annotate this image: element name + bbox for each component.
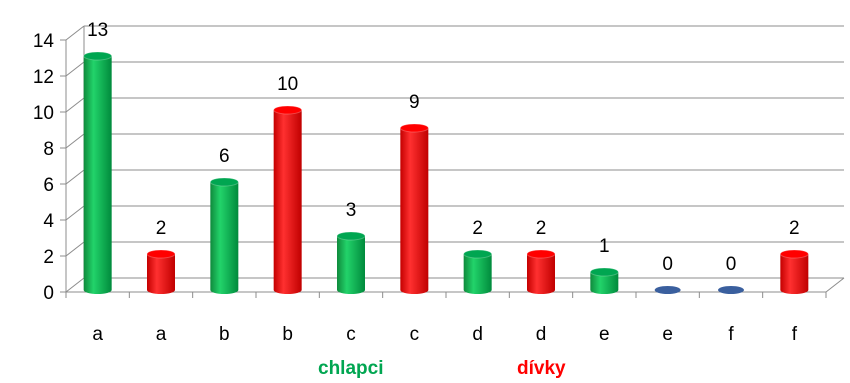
data-label: 2: [536, 218, 547, 239]
legend-divky: dívky: [517, 358, 566, 380]
bar-chlapci-f: [718, 286, 744, 294]
bar-body: [590, 272, 619, 294]
bar-top: [83, 51, 113, 61]
y-tick-labels: 0 2 4 6 8 10 12 14: [33, 31, 55, 304]
bar-body: [273, 110, 302, 294]
x-tick-label: a: [156, 324, 167, 345]
x-tick-label: c: [410, 324, 420, 345]
bar-body: [780, 254, 809, 294]
bar-chlapci-a: [83, 51, 113, 294]
bar-chlapci-b: [209, 177, 239, 294]
x-tick-label: a: [92, 324, 103, 345]
x-tick-label: b: [219, 324, 230, 345]
y-tick-label: 10: [33, 103, 54, 124]
data-label: 13: [87, 20, 108, 41]
x-tick-label: e: [662, 324, 673, 345]
legend-label-chlapci: chlapci: [318, 358, 384, 379]
bar-chlapci-e: [589, 267, 619, 294]
bar-top: [463, 249, 493, 259]
x-tick-label: e: [599, 324, 610, 345]
data-label: 6: [219, 146, 230, 167]
gridline-depth: [65, 61, 85, 77]
data-label: 2: [156, 218, 167, 239]
y-tick-label: 12: [33, 67, 54, 88]
bar-body: [147, 254, 175, 294]
bar-body: [337, 236, 365, 294]
y-tick-label: 0: [43, 283, 54, 304]
bar-dívky-a: [146, 249, 176, 294]
data-label: 2: [789, 218, 800, 239]
bar-dívky-c: [399, 123, 429, 294]
legend-chlapci: chlapci: [318, 358, 383, 380]
y-tick-label: 14: [33, 31, 55, 52]
bar-dívky-b: [273, 105, 303, 294]
data-label: 1: [599, 236, 610, 257]
bar-dívky-d: [526, 249, 556, 294]
gridline-depth: [65, 169, 85, 185]
x-tick-label: d: [472, 324, 483, 345]
data-label: 2: [472, 218, 483, 239]
data-label: 0: [662, 254, 673, 275]
gridline-depth: [65, 25, 85, 41]
data-label: 10: [277, 74, 298, 95]
y-tick-label: 4: [43, 211, 54, 232]
bar-body: [463, 254, 492, 294]
bar-dívky-f: [779, 249, 809, 294]
gridline-depth: [65, 133, 85, 149]
y-tick-label: 2: [43, 247, 54, 268]
x-tick-label: b: [282, 324, 293, 345]
bar-body: [527, 254, 555, 294]
gridline-depth: [65, 277, 85, 293]
gridline-depth: [65, 97, 85, 113]
bar-top: [273, 105, 303, 115]
bar-top: [146, 249, 176, 259]
gridlines: [65, 25, 844, 293]
x-tick-label: f: [728, 324, 734, 345]
bar-top: [526, 249, 556, 259]
bars: [83, 51, 809, 294]
bar-top: [779, 249, 809, 259]
y-tick-label: 6: [43, 175, 54, 196]
bar-body: [400, 128, 429, 294]
bar-dívky-e: [654, 286, 681, 294]
bar-top: [589, 267, 619, 277]
bar-chlapci-c: [336, 231, 366, 294]
legend-label-divky: dívky: [517, 358, 566, 379]
floor-edge: [825, 277, 845, 293]
gridline-depth: [65, 205, 85, 221]
y-tick-label: 8: [43, 139, 54, 160]
bar-top: [336, 231, 366, 241]
data-label: 0: [726, 254, 737, 275]
bar-body: [83, 56, 112, 294]
bar-top: [399, 123, 429, 133]
x-tick-label: c: [346, 324, 356, 345]
x-tick-label: d: [536, 324, 547, 345]
bar-top: [209, 177, 239, 187]
bar-body: [210, 182, 239, 294]
bar-chlapci-d: [463, 249, 493, 294]
x-tick-label: f: [792, 324, 798, 345]
gridline-depth: [65, 241, 85, 257]
data-label: 9: [409, 92, 420, 113]
data-label: 3: [346, 200, 357, 221]
